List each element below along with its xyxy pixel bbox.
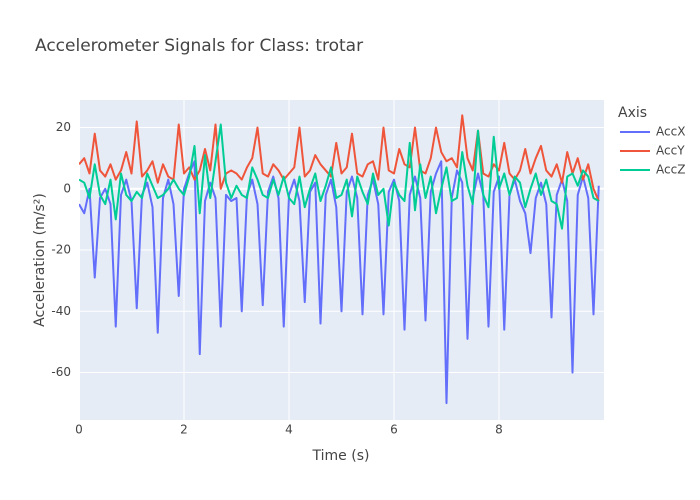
x-tick-label: 4 xyxy=(285,423,293,437)
x-tick-label: 6 xyxy=(390,423,398,437)
x-tick-label: 0 xyxy=(75,423,83,437)
x-axis-label: Time (s) xyxy=(312,448,370,464)
x-tick-label: 2 xyxy=(180,423,188,437)
legend-label: AccZ xyxy=(656,163,685,177)
x-tick-label: 8 xyxy=(495,423,503,437)
y-tick-label: -20 xyxy=(51,243,71,257)
y-tick-label: 20 xyxy=(56,120,71,134)
plot-area xyxy=(79,100,604,420)
legend-label: AccY xyxy=(656,144,685,158)
data-line xyxy=(79,114,600,202)
y-tick-label: -40 xyxy=(51,304,71,318)
y-tick-label: -60 xyxy=(51,365,71,379)
data-line xyxy=(79,123,600,230)
chart-title: Accelerometer Signals for Class: trotar xyxy=(35,36,363,56)
y-tick-label: 0 xyxy=(63,181,71,195)
legend-label: AccX xyxy=(656,125,685,139)
y-axis-label: Acceleration (m/s²) xyxy=(32,193,48,327)
legend-title: Axis xyxy=(618,105,647,121)
series-group xyxy=(79,114,600,405)
